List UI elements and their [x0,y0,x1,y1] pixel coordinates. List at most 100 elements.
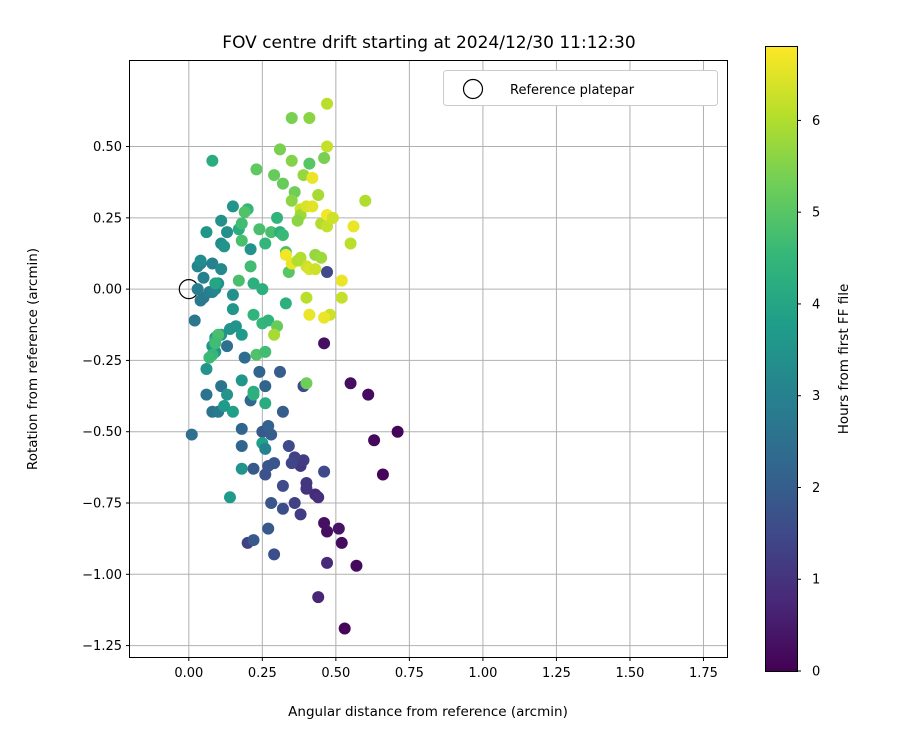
data-point [303,112,316,125]
data-point [321,220,334,233]
data-point [229,320,242,333]
data-point [253,365,266,378]
x-tick-label: 1.25 [542,666,571,681]
data-point [235,462,248,475]
data-point [318,465,331,478]
data-point [318,311,331,324]
colorbar-tick-label: 4 [812,297,820,312]
data-point [350,559,363,572]
data-point [285,112,298,125]
data-point [215,214,228,227]
plot-frame [129,60,728,658]
chart-title: FOV centre drift starting at 2024/12/30 … [222,33,635,53]
data-point [276,479,289,492]
data-point [218,240,231,253]
data-point [309,263,322,276]
data-point [376,468,389,481]
data-point [235,328,248,341]
y-tick-label: 0.00 [93,283,122,298]
y-tick-label: −1.25 [82,639,122,654]
data-point [312,591,325,604]
data-point [326,211,339,224]
y-tick-label: −0.50 [82,425,122,440]
x-tick-label: 0.00 [174,666,203,681]
data-point [273,143,286,156]
data-point [291,254,304,267]
data-point [318,151,331,164]
data-point [276,502,289,515]
data-point [285,154,298,167]
data-point [262,420,275,433]
x-axis-ticks: 0.00 0.25 0.50 0.75 1.00 1.25 1.50 1.75 [174,657,718,681]
data-point [206,257,219,270]
data-point [247,462,260,475]
x-tick-label: 0.25 [248,666,277,681]
data-point [247,388,260,401]
x-tick-label: 1.00 [468,666,497,681]
data-point [226,405,239,418]
data-point [268,457,281,470]
colorbar-gradient [765,46,798,672]
legend-box [443,70,718,106]
data-point [306,200,319,213]
data-point [200,362,213,375]
data-point [200,388,213,401]
data-point [247,308,260,321]
data-point [232,274,245,287]
legend-marker [462,78,484,100]
data-point [391,425,404,438]
data-point [226,200,239,213]
colorbar-tick-label: 5 [812,206,820,221]
data-point [294,508,307,521]
y-axis-label: Rotation from reference (arcmin) [25,248,41,470]
data-point [194,254,207,267]
data-point [226,288,239,301]
data-point [235,217,248,230]
data-point [362,388,375,401]
colorbar-tick-label: 3 [812,389,820,404]
data-point [285,457,298,470]
data-point [235,374,248,387]
data-point [221,226,234,239]
data-point [188,314,201,327]
data-point [259,442,272,455]
data-point [256,283,269,296]
y-tick-label: −0.75 [82,497,122,512]
data-point [265,226,278,239]
data-point [321,140,334,153]
y-tick-label: −1.00 [82,568,122,583]
legend-entry-label: Reference platepar [510,83,635,98]
data-point [235,234,248,247]
data-point [247,534,260,547]
data-point [344,237,357,250]
scatter-points [185,97,404,635]
data-point [318,337,331,350]
y-tick-label: 0.25 [93,211,122,226]
data-point [271,211,284,224]
x-tick-label: 0.75 [395,666,424,681]
data-point [303,157,316,170]
data-point [259,237,272,250]
data-point [259,380,272,393]
colorbar-tick-label: 0 [812,665,820,680]
x-tick-label: 1.75 [689,666,718,681]
data-point [235,422,248,435]
data-point [285,194,298,207]
colorbar-tick-label: 1 [812,573,820,588]
data-point [226,303,239,316]
data-point [268,169,281,182]
data-point [215,380,228,393]
data-point [282,439,295,452]
data-point [312,189,325,202]
data-point [321,97,334,110]
data-point [200,226,213,239]
data-point [218,400,231,413]
colorbar-ticks: 0 1 2 3 4 5 6 [797,114,820,680]
data-point [259,345,272,358]
data-point [259,397,272,410]
data-point [206,154,219,167]
data-point [279,248,292,261]
data-point [291,214,304,227]
data-point [300,291,313,304]
data-point [185,428,198,441]
